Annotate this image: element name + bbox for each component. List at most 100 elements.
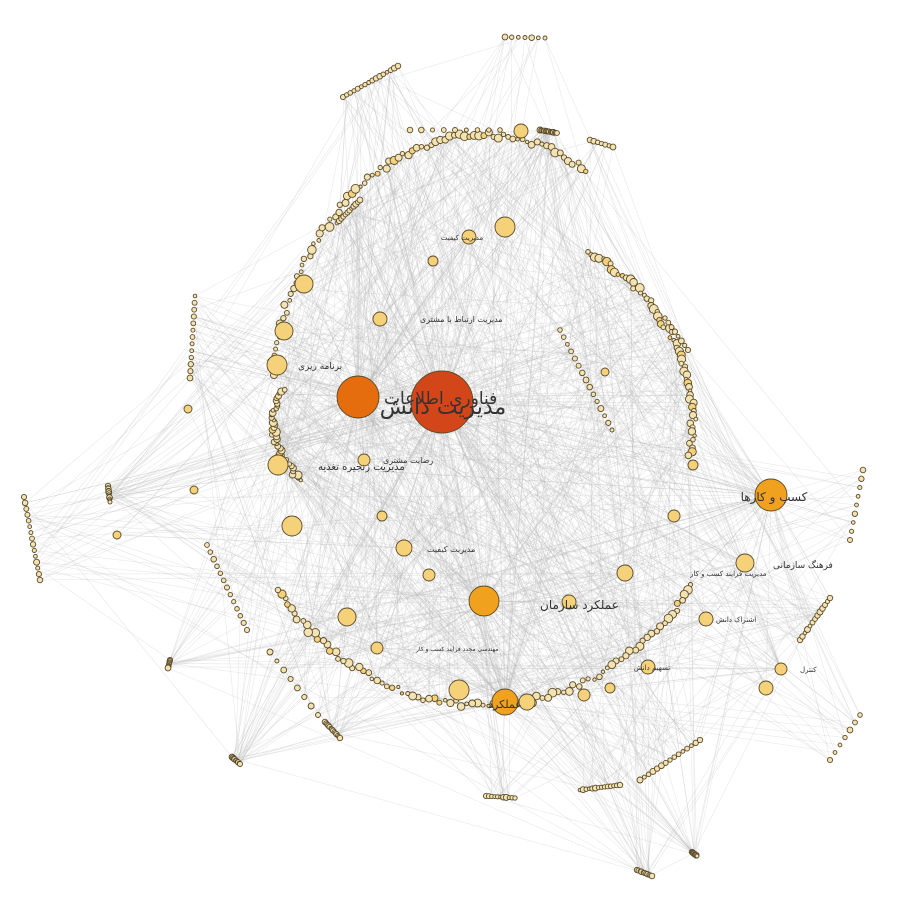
edge: [439, 386, 690, 703]
edge: [108, 487, 279, 591]
edge: [692, 427, 782, 670]
edge: [441, 401, 860, 488]
graph-node: [554, 130, 560, 136]
graph-node: [336, 734, 344, 742]
edge: [359, 199, 506, 703]
edge: [428, 494, 772, 699]
edge: [193, 316, 772, 496]
edge: [508, 37, 513, 798]
edge: [276, 431, 772, 496]
edge: [108, 490, 658, 769]
edge: [191, 350, 851, 731]
edge: [375, 78, 772, 496]
edge: [271, 176, 368, 416]
edge: [439, 139, 443, 403]
edge: [109, 150, 413, 503]
edge: [379, 282, 634, 320]
edge: [340, 218, 443, 403]
edge: [611, 429, 746, 564]
graph-node: [389, 684, 396, 691]
graph-node: [579, 369, 586, 377]
edge: [329, 131, 551, 228]
edge: [744, 522, 854, 564]
edge: [390, 70, 510, 798]
edge: [659, 626, 696, 855]
edge: [503, 136, 509, 798]
edge: [432, 129, 707, 620]
graph-node: [377, 164, 383, 171]
graph-node: [164, 664, 172, 672]
edge: [699, 618, 816, 741]
edge: [483, 600, 489, 706]
graph-node: [493, 133, 503, 143]
edge: [381, 146, 422, 517]
edge: [441, 138, 514, 403]
edge: [441, 282, 634, 403]
edge: [468, 236, 604, 672]
edge: [239, 142, 598, 765]
graph-node: [667, 757, 673, 763]
edge: [276, 322, 669, 366]
edge: [231, 401, 443, 758]
edge: [269, 572, 626, 653]
edge: [277, 464, 821, 613]
graph-node: [524, 139, 530, 145]
edge: [509, 562, 746, 703]
graph-node: [594, 398, 600, 404]
edge: [277, 371, 685, 447]
edge: [624, 572, 642, 872]
edge: [28, 520, 506, 703]
edge: [109, 494, 772, 498]
graph-node: [609, 427, 615, 433]
edge: [116, 534, 405, 549]
edge: [331, 401, 443, 730]
edge: [276, 364, 522, 703]
edge: [517, 139, 590, 388]
edge: [191, 357, 344, 662]
edge: [379, 318, 506, 703]
edge: [379, 136, 509, 320]
edge: [273, 422, 506, 703]
edge: [357, 153, 403, 398]
edge: [504, 701, 584, 790]
edge: [337, 318, 381, 659]
edge: [216, 135, 455, 567]
edge: [376, 349, 689, 649]
edge: [28, 134, 455, 521]
edge: [292, 471, 608, 669]
edge: [286, 312, 746, 564]
edge: [239, 401, 443, 765]
edge: [383, 74, 653, 877]
graph-node: [396, 684, 401, 690]
edge: [357, 349, 689, 398]
edge: [403, 410, 695, 549]
edge: [191, 350, 772, 496]
edge: [441, 394, 691, 403]
edge: [318, 240, 831, 761]
edge: [296, 597, 831, 620]
edge: [539, 129, 666, 763]
graph-node: [446, 698, 455, 708]
graph-node: [486, 127, 492, 133]
graph-node: [565, 341, 570, 347]
edge: [336, 132, 554, 224]
edge: [363, 459, 831, 761]
edge: [233, 758, 642, 873]
graph-node: [583, 168, 589, 175]
edge: [624, 379, 687, 574]
graph-node: [622, 652, 630, 660]
edge: [353, 206, 772, 496]
edge: [276, 403, 612, 787]
edge: [553, 132, 684, 752]
edge: [290, 131, 551, 295]
graph-node: [35, 571, 42, 578]
edge: [223, 580, 485, 602]
edge: [279, 336, 682, 360]
edge: [483, 599, 683, 602]
graph-node: [826, 594, 834, 602]
edge: [317, 600, 485, 716]
edge: [542, 494, 772, 699]
edge: [357, 351, 572, 398]
graph-node: [799, 633, 806, 640]
edge: [34, 464, 279, 551]
